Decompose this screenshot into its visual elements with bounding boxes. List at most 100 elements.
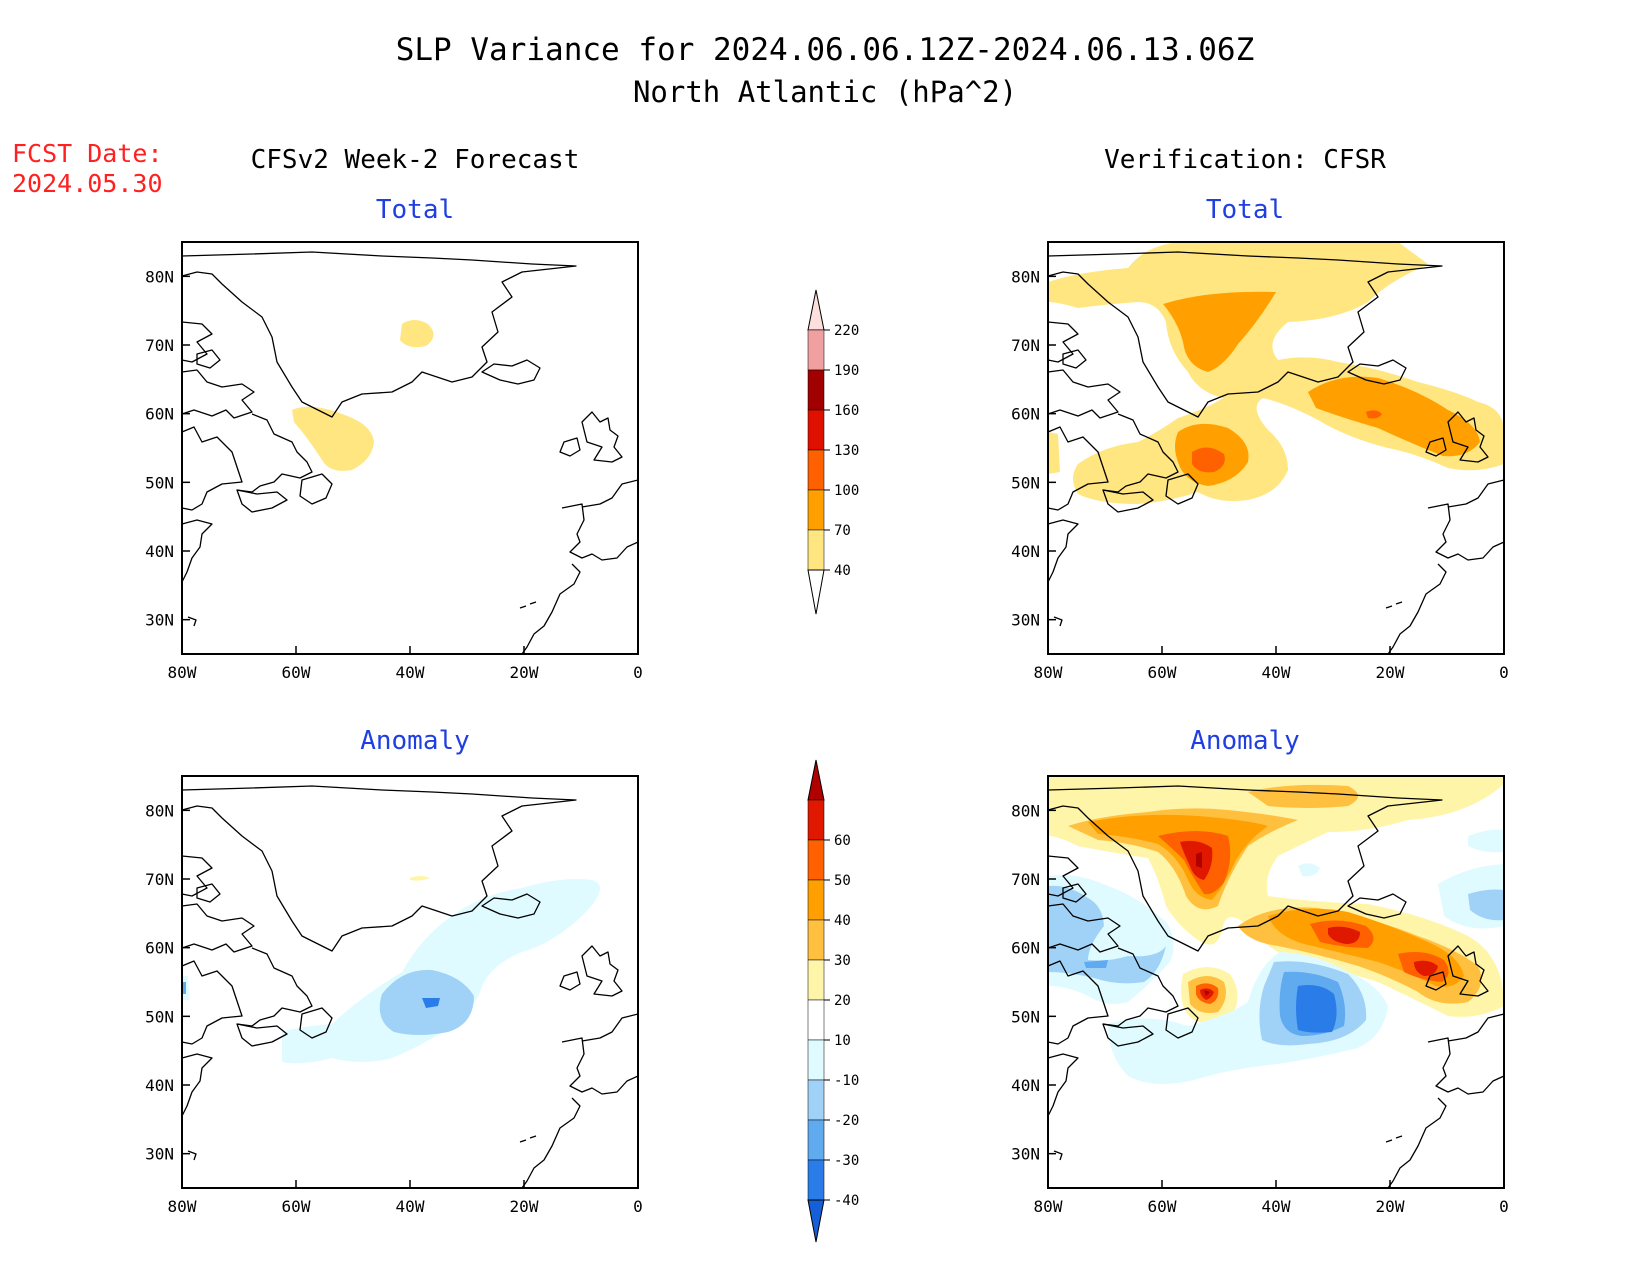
lat-tick-label: 70N	[145, 870, 174, 889]
colorbar-anomaly-segment	[807, 1039, 825, 1081]
lat-tick-label: 30N	[145, 611, 174, 630]
lon-tick-label: 80W	[1034, 663, 1063, 682]
colorbar-anomaly-segment	[807, 919, 825, 961]
lon-tick-label: 0	[1499, 1197, 1509, 1216]
colorbar-total-label: 190	[834, 363, 859, 379]
lon-tick-label: 60W	[282, 1197, 311, 1216]
shading-forecast-anomaly	[182, 876, 600, 1064]
colorbar-total-segment	[807, 409, 825, 451]
map-axes-1: 80W 60W 40W 20W 0 80N 70N 60N 50N 40N 30N	[1011, 267, 1509, 682]
colorbar-anomaly-segment	[807, 1119, 825, 1161]
lon-tick-label: 60W	[282, 663, 311, 682]
colorbar-total-bottom-arrow	[807, 569, 825, 615]
map-panel-forecast-anomaly	[181, 775, 639, 1189]
lon-tick-label: 20W	[510, 663, 539, 682]
lon-tick-label: 60W	[1148, 663, 1177, 682]
lat-tick-label: 30N	[1011, 1145, 1040, 1164]
colorbar-total-segment	[807, 369, 825, 411]
lat-tick-label: 60N	[145, 939, 174, 958]
map-panel-verification-anomaly	[1047, 775, 1505, 1189]
map-axes-0: 80W 60W 40W 20W 0 80N 70N 60N 50N 40N 30N	[145, 267, 643, 682]
colorbar-total-label: 70	[834, 523, 851, 539]
lat-tick-label: 40N	[145, 1076, 174, 1095]
colorbar-anomaly-segment	[807, 1079, 825, 1121]
lat-tick-label: 30N	[1011, 611, 1040, 630]
colorbar-anomaly-label: 50	[834, 873, 851, 889]
colorbar-total-segment	[807, 449, 825, 491]
lon-tick-label: 40W	[396, 1197, 425, 1216]
lat-tick-label: 30N	[145, 1145, 174, 1164]
colorbar-anomaly-segment	[807, 799, 825, 841]
lat-tick-label: 40N	[1011, 1076, 1040, 1095]
lat-tick-label: 70N	[1011, 336, 1040, 355]
lon-tick-label: 80W	[168, 1197, 197, 1216]
colorbar-anomaly-label: -10	[834, 1073, 859, 1089]
lat-tick-label: 40N	[1011, 542, 1040, 561]
panel-label-verification-total: Total	[1206, 195, 1284, 225]
lon-tick-label: 0	[633, 1197, 643, 1216]
axes-layer: 80W 60W 40W 20W 0 80N 70N 60N 50N 40N 30N 80W 60W 40W…	[145, 267, 1509, 1216]
lat-tick-label: 50N	[1011, 1007, 1040, 1026]
figure-title-line2: North Atlantic (hPa^2)	[633, 75, 1017, 109]
colorbar-total-segment	[807, 489, 825, 531]
figure-title-line1: SLP Variance for 2024.06.06.12Z-2024.06.…	[396, 32, 1255, 68]
lon-tick-label: 0	[633, 663, 643, 682]
colorbar-anomaly-label: -20	[834, 1113, 859, 1129]
lon-tick-label: 40W	[1262, 1197, 1291, 1216]
shading-verification-anomaly	[1048, 776, 1504, 1084]
lat-tick-label: 40N	[145, 542, 174, 561]
colorbar-total-segment	[807, 329, 825, 371]
colorbar-anomaly-segment	[807, 959, 825, 1001]
colorbar-total-segment	[807, 529, 825, 571]
colorbar-total-label: 40	[834, 563, 851, 579]
lon-tick-label: 40W	[1262, 663, 1291, 682]
colorbar-total-label: 100	[834, 483, 859, 499]
shading-forecast-total	[292, 320, 434, 471]
lat-tick-label: 50N	[145, 473, 174, 492]
lon-tick-label: 20W	[510, 1197, 539, 1216]
colorbar-total-label: 130	[834, 443, 859, 459]
map-panel-verification-total	[1047, 241, 1505, 655]
panel-label-verification-anomaly: Anomaly	[1190, 726, 1300, 756]
lon-tick-label: 40W	[396, 663, 425, 682]
lat-tick-label: 60N	[145, 405, 174, 424]
fcst-date-label: FCST Date:	[12, 139, 163, 168]
colorbar-anomaly: 60 50 40 30 20 10 -10 -20 -30 -40	[807, 759, 859, 1243]
shading-verification-total	[1048, 242, 1504, 504]
fcst-date-value: 2024.05.30	[12, 169, 163, 198]
lat-tick-label: 60N	[1011, 405, 1040, 424]
lat-tick-label: 80N	[145, 267, 174, 286]
colorbar-total-label: 220	[834, 323, 859, 339]
colorbar-total-top-arrow	[807, 289, 825, 331]
lat-tick-label: 70N	[1011, 870, 1040, 889]
lon-tick-label: 20W	[1376, 1197, 1405, 1216]
colorbar-anomaly-label: 20	[834, 993, 851, 1009]
lat-tick-label: 70N	[145, 336, 174, 355]
lat-tick-label: 80N	[1011, 801, 1040, 820]
colorbar-anomaly-label: 40	[834, 913, 851, 929]
colorbar-total: 40 70 100 130 160 190 220	[807, 289, 859, 615]
colorbar-anomaly-label: -40	[834, 1193, 859, 1209]
colorbar-anomaly-label: 60	[834, 833, 851, 849]
lon-tick-label: 80W	[168, 663, 197, 682]
map-axes-2: 80W 60W 40W 20W 0 80N 70N 60N 50N 40N 30N	[145, 801, 643, 1216]
panel-label-forecast-total: Total	[376, 195, 454, 225]
colorbar-anomaly-label: 10	[834, 1033, 851, 1049]
colorbar-anomaly-segment	[807, 999, 825, 1041]
panel-label-forecast-anomaly: Anomaly	[360, 726, 470, 756]
colorbar-anomaly-segment	[807, 1159, 825, 1201]
lon-tick-label: 80W	[1034, 1197, 1063, 1216]
left-column-title: CFSv2 Week-2 Forecast	[251, 145, 580, 175]
colorbar-anomaly-bottom-arrow	[807, 1199, 825, 1243]
lon-tick-label: 60W	[1148, 1197, 1177, 1216]
colorbar-total-label: 160	[834, 403, 859, 419]
lat-tick-label: 80N	[1011, 267, 1040, 286]
lat-tick-label: 80N	[145, 801, 174, 820]
colorbar-anomaly-label: -30	[834, 1153, 859, 1169]
colorbar-anomaly-segment	[807, 839, 825, 881]
lon-tick-label: 0	[1499, 663, 1509, 682]
colorbar-anomaly-top-arrow	[807, 759, 825, 801]
lat-tick-label: 50N	[145, 1007, 174, 1026]
colorbar-anomaly-label: 30	[834, 953, 851, 969]
